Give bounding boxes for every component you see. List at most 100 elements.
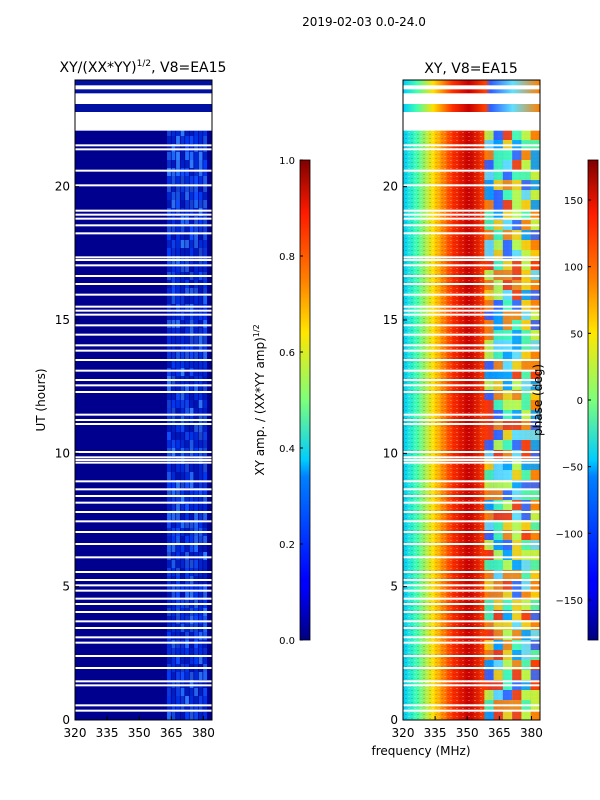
phase-band-cell [521, 240, 531, 250]
amplitude-band-cell [176, 336, 180, 344]
phase-blank-row [403, 169, 540, 172]
amplitude-band-cell [176, 160, 180, 168]
amplitude-band-cell [171, 536, 176, 544]
amplitude-band-cell [185, 336, 189, 344]
amplitude-band-cell [171, 432, 176, 440]
phase-blank-row [403, 488, 540, 491]
amplitude-band-cell [180, 368, 185, 376]
amplitude-band-cell [194, 328, 199, 336]
amplitude-band-cell [189, 216, 194, 224]
phase-band-cell [493, 370, 503, 380]
phase-band-cell [530, 200, 540, 210]
phase-blank-row [403, 209, 540, 212]
phase-y-tick-label: 0 [390, 713, 398, 727]
phase-band-cell [512, 400, 522, 410]
amplitude-band-cell [176, 384, 180, 392]
phase-blank-row [403, 461, 540, 464]
amplitude-band-cell [171, 208, 176, 216]
amplitude-band-cell [185, 232, 189, 240]
amplitude-band-cell [171, 296, 176, 304]
amplitude-band-cell [176, 712, 180, 720]
amplitude-colorbar-gradient [299, 159, 311, 641]
phase-blank-row [403, 359, 540, 361]
amplitude-band-cell [180, 392, 185, 400]
phase-gap-rows [403, 80, 540, 712]
amplitude-band-cell [194, 128, 199, 136]
amplitude-band-cell [189, 352, 194, 360]
amplitude-band-cell [176, 168, 180, 176]
phase-band-cell [484, 460, 494, 470]
phase-band-cell [512, 550, 522, 560]
amplitude-band-cell [185, 264, 189, 272]
amplitude-band-cell [185, 368, 189, 376]
phase-blank-row [403, 419, 540, 421]
amplitude-band-cell [180, 176, 185, 184]
phase-band-cell [530, 550, 540, 560]
amplitude-band-cell [171, 656, 176, 664]
amplitude-band-cell [185, 344, 189, 352]
amplitude-band-cell [189, 232, 194, 240]
phase-colorbar-tick-label: 50 [570, 329, 583, 340]
amplitude-band-cell [189, 136, 194, 144]
amplitude-band-cell [180, 184, 185, 192]
amplitude-band-cell [180, 136, 185, 144]
phase-blank-row [403, 423, 540, 425]
amplitude-band-cell [167, 240, 171, 248]
amplitude-band-cell [176, 288, 180, 296]
amplitude-blank-row [75, 611, 212, 613]
amplitude-band-cell [167, 552, 171, 560]
amplitude-band-cell [203, 464, 208, 472]
amplitude-band-cell [180, 504, 185, 512]
phase-band-cell [484, 440, 494, 450]
phase-band-cell [521, 200, 531, 210]
amplitude-band-cell [167, 592, 171, 600]
phase-y-ticks: 0 5 10 15 20 [383, 180, 407, 727]
amplitude-band-cell [198, 232, 203, 240]
amplitude-colorbar-tick-label: 1.0 [279, 156, 295, 167]
amplitude-band-cell [167, 168, 171, 176]
phase-band-cell [512, 240, 522, 250]
amplitude-band-cell [171, 552, 176, 560]
phase-colorbar-label: phase (deg) [531, 364, 545, 436]
phase-band-cell [530, 690, 540, 700]
phase-band-cell [484, 360, 494, 370]
phase-band-cell [521, 470, 531, 480]
amplitude-band-cell [171, 424, 176, 432]
phase-band-cell [512, 390, 522, 400]
phase-band-cell [493, 550, 503, 560]
amplitude-band-cell [180, 168, 185, 176]
amplitude-band-cell [194, 432, 199, 440]
phase-band-cell [484, 390, 494, 400]
phase-band-cell [512, 620, 522, 630]
phase-y-tick-label: 15 [383, 313, 398, 327]
phase-band-cell [530, 450, 540, 460]
phase-band-cell [493, 590, 503, 600]
phase-band-cell [530, 460, 540, 470]
amplitude-band-cell [194, 584, 199, 592]
amplitude-band-cell [198, 184, 203, 192]
amplitude-panel-title: XY/(XX*YY)1/2, V8=EA15 [60, 59, 227, 76]
amplitude-band-cell [180, 496, 185, 504]
amplitude-band-cell [176, 392, 180, 400]
phase-late-segment [403, 89, 540, 94]
amplitude-band-cell [189, 552, 194, 560]
amplitude-x-tick-label: 335 [96, 726, 119, 740]
amplitude-band-cell [185, 520, 189, 528]
amplitude-band-cell [198, 288, 203, 296]
phase-y-tick-label: 5 [390, 580, 398, 594]
amplitude-band-cell [180, 592, 185, 600]
amplitude-band-cell [185, 496, 189, 504]
phase-band-cell [484, 150, 494, 160]
amplitude-band-cell [194, 560, 199, 568]
amplitude-band-cell [180, 208, 185, 216]
amplitude-band-cell [180, 224, 185, 232]
phase-blank-row [403, 184, 540, 187]
amplitude-band-cell [203, 656, 208, 664]
amplitude-blank-row [75, 579, 212, 581]
phase-band-cell [530, 520, 540, 530]
phase-band-cell [530, 570, 540, 580]
amplitude-band-cell [167, 544, 171, 552]
amplitude-band-cell [189, 328, 194, 336]
phase-band-cell [484, 690, 494, 700]
amplitude-band-cell [203, 496, 208, 504]
